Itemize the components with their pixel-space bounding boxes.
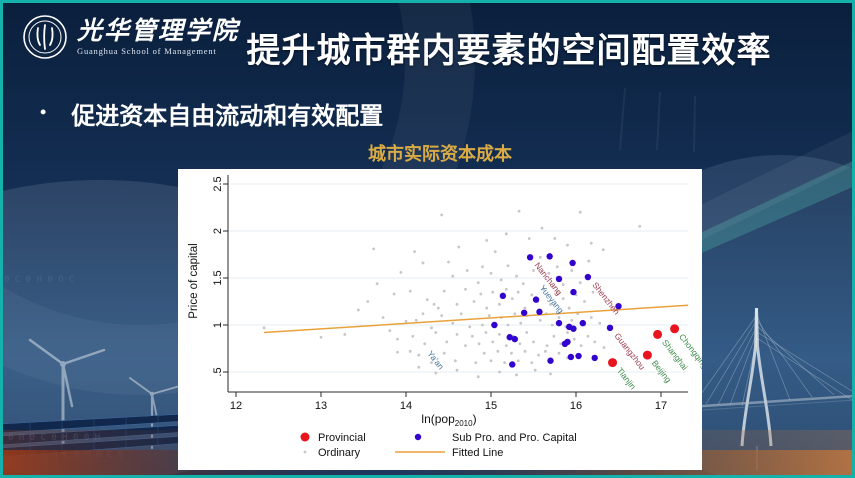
- svg-text:Sub Pro. and Pro. Capital: Sub Pro. and Pro. Capital: [452, 432, 577, 444]
- logo-en-text: Guanghua School of Management: [77, 46, 217, 57]
- svg-text:2: 2: [212, 228, 224, 234]
- guanghua-logo: 光华管理学院 Guanghua School of Management: [22, 14, 239, 60]
- y-tick-labels: .5 1 1.5 2 2.5: [212, 176, 228, 377]
- svg-text:2.5: 2.5: [212, 176, 224, 191]
- bullet-row: • 促进资本自由流动和有效配置: [40, 96, 383, 131]
- svg-text:12: 12: [230, 400, 242, 412]
- svg-text:Beijing: Beijing: [650, 358, 674, 384]
- light-streak: [660, 160, 855, 258]
- bullet-dot: •: [40, 102, 47, 122]
- fitted-line-series: [264, 304, 689, 334]
- gridlines: [228, 183, 688, 373]
- axes: [227, 175, 688, 393]
- logo-cn-text: 光华管理学院: [77, 17, 240, 45]
- chart-panel: 12 13 14 15 16 17 .5 1 1.5 2 2.5 Price of capital ln…: [178, 169, 702, 470]
- svg-text:Ya'an: Ya'an: [425, 349, 446, 372]
- x-tick-labels: 12 13 14 15 16 17: [230, 392, 667, 412]
- svg-text:Tianjin: Tianjin: [615, 366, 638, 392]
- svg-text:14: 14: [400, 400, 412, 412]
- chart-title: 城市实际资本成本: [368, 144, 512, 164]
- y-axis-label: Price of capital: [188, 243, 200, 318]
- svg-text:16: 16: [570, 400, 582, 412]
- bullet-text: 促进资本自由流动和有效配置: [71, 104, 384, 130]
- svg-text:1: 1: [212, 322, 224, 328]
- provincial-series: [608, 324, 680, 368]
- svg-text:Ordinary: Ordinary: [318, 447, 361, 459]
- svg-text:13: 13: [315, 400, 327, 412]
- svg-text:15: 15: [485, 400, 497, 412]
- svg-text:0 C 0 H 0 O C: 0 C 0 H 0 O C: [4, 275, 74, 285]
- svg-text:Guangzhou: Guangzhou: [612, 331, 647, 372]
- svg-text:Fitted Line: Fitted Line: [452, 447, 503, 459]
- chart-legend: Provincial Sub Pro. and Pro. Capital Ordin…: [300, 432, 577, 459]
- capital-cost-chart: 12 13 14 15 16 17 .5 1 1.5 2 2.5 Price of capital ln…: [188, 175, 702, 459]
- distant-cables: [619, 87, 696, 153]
- sub-pro-and-pro-capital-series: [491, 253, 622, 368]
- dome-arc: [0, 0, 475, 395]
- svg-text:17: 17: [655, 400, 667, 412]
- slide-title: 提升城市群内要素的空间配置效率: [246, 33, 772, 70]
- ordinary-series: [262, 209, 642, 379]
- svg-text:.5: .5: [212, 367, 224, 376]
- pku-seal-icon: [23, 15, 67, 59]
- x-axis-label: ln(pop2010): [421, 412, 476, 428]
- svg-text:Provincial: Provincial: [318, 432, 366, 444]
- svg-text:1.5: 1.5: [212, 270, 224, 285]
